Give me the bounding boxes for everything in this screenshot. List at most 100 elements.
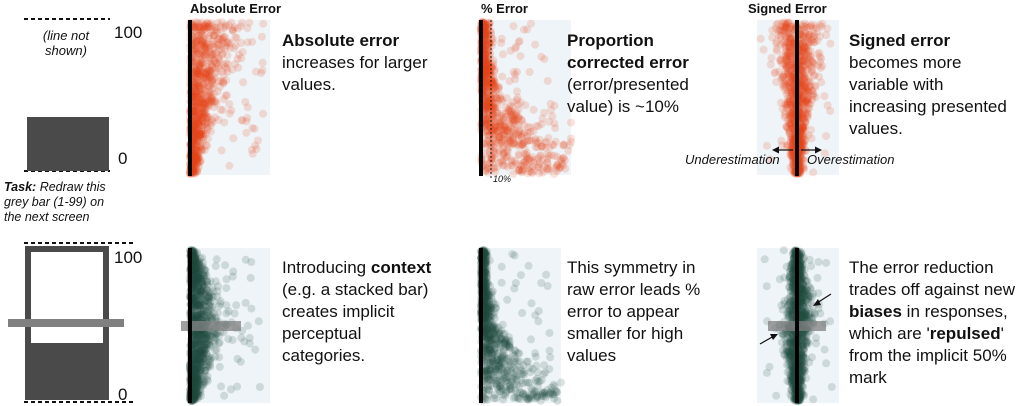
data-point [203,126,212,135]
data-point [192,45,201,54]
data-point [192,37,201,46]
data-point [202,113,211,122]
data-point [198,80,207,89]
data-point [820,92,829,101]
data-point [193,141,202,150]
data-point [193,136,202,145]
data-point [190,153,199,162]
panel-bg-bottom-percent [479,248,561,403]
data-point [208,50,217,58]
data-point [203,22,212,31]
data-point [219,95,228,104]
data-point [195,142,204,151]
data-point [190,97,199,106]
data-point [197,127,206,136]
data-point [194,67,203,76]
data-point [214,39,223,48]
data-point [208,37,217,46]
data-point [550,101,559,110]
data-point [567,118,575,127]
data-point [190,151,199,160]
data-point [208,78,217,87]
data-point [204,82,213,90]
data-point [191,149,200,158]
data-point [211,262,220,271]
data-point [212,58,221,67]
data-point [192,164,201,173]
data-point [193,143,202,151]
data-point [191,152,200,161]
data-point [202,114,211,123]
data-point [191,87,200,96]
data-point [497,34,506,43]
data-point [207,73,216,82]
data-point [198,122,207,131]
data-point [193,148,202,157]
data-point [190,135,199,144]
data-point [196,130,205,139]
data-point [497,376,506,385]
data-point [195,50,204,59]
data-point [190,133,199,142]
data-point [196,72,205,81]
data-point [204,100,213,109]
data-point [242,117,251,126]
data-point [236,357,245,366]
data-point [191,73,200,82]
data-point [195,112,204,121]
data-point [195,130,204,139]
data-point [218,49,227,58]
data-point [198,109,207,118]
data-point [194,97,203,106]
data-point [198,58,207,67]
data-point [527,335,535,344]
data-point [220,391,229,400]
data-point [782,48,790,56]
data-point [779,25,788,34]
data-point [222,76,231,85]
data-point [815,72,823,81]
data-point [197,110,206,119]
data-point [190,162,199,171]
data-point [205,20,214,29]
data-point [493,127,502,135]
data-point [202,99,211,108]
data-point [497,262,506,271]
data-point [195,23,204,32]
data-point [196,103,205,112]
data-point [210,26,219,35]
data-point [237,54,246,63]
data-point [242,128,251,137]
data-point [214,77,223,86]
data-point [518,309,527,317]
data-point [772,44,781,53]
data-point [198,40,206,49]
data-point [196,40,205,49]
data-point [212,59,221,68]
data-point [193,113,202,122]
data-point [197,128,205,137]
data-point [762,141,771,150]
data-point [498,72,507,81]
data-point [536,396,545,405]
data-point [194,69,203,77]
data-point [542,270,551,279]
data-point [228,25,237,33]
data-point [516,52,525,61]
data-point [199,23,208,32]
data-point [243,38,252,47]
data-point [192,35,201,44]
data-point [193,66,202,75]
data-point [513,393,522,402]
data-point [198,104,207,113]
data-point [191,95,200,104]
data-point [200,44,209,53]
data-point [192,125,201,134]
data-point [199,98,208,107]
data-point [219,77,228,86]
data-point [224,307,233,316]
data-point [519,138,528,147]
data-point [234,63,243,72]
data-point [203,18,212,27]
data-point [525,154,534,163]
